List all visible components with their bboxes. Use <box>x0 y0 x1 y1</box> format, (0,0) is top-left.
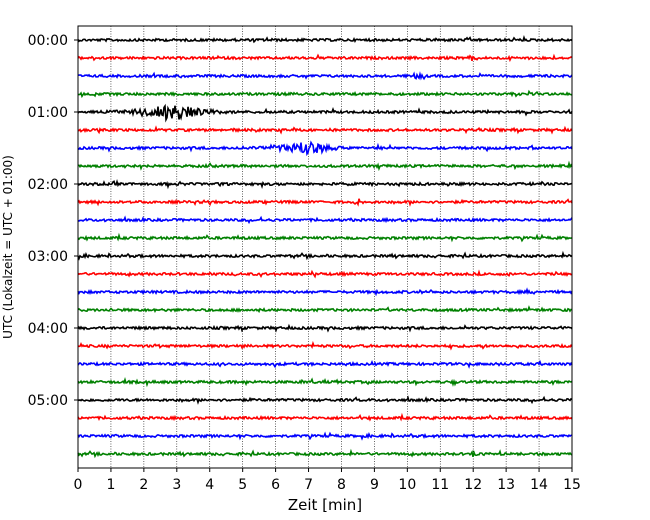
seismogram-trace <box>77 250 573 261</box>
seismogram-trace <box>77 431 573 441</box>
x-tick-label: 2 <box>139 477 148 493</box>
seismogram-trace <box>77 34 573 44</box>
y-tick-label: 03:00 <box>28 249 68 265</box>
x-tick-label: 8 <box>337 477 346 493</box>
seismogram-trace <box>77 198 573 207</box>
x-axis: 0 1 2 3 4 5 6 7 8 9 10 11 12 13 14 15 <box>74 468 581 493</box>
x-tick-label: 12 <box>464 477 482 493</box>
y-tick-label: 05:00 <box>28 393 68 409</box>
y-tick-label: 04:00 <box>28 321 68 337</box>
x-tick-label: 1 <box>106 477 115 493</box>
seismogram-trace <box>77 232 573 243</box>
trace-group <box>77 34 573 459</box>
x-tick-label: 9 <box>370 477 379 493</box>
y-tick-label: 01:00 <box>28 105 68 121</box>
seismogram-trace <box>77 359 573 369</box>
plot-area <box>78 26 572 468</box>
x-tick-label: 6 <box>271 477 280 493</box>
x-axis-label: Zeit [min] <box>288 496 362 514</box>
seismogram-trace <box>77 53 573 63</box>
y-axis: 00:00 01:00 02:00 03:00 04:00 05:00 <box>28 33 78 409</box>
seismogram-trace <box>77 71 573 81</box>
seismogram-trace <box>77 340 573 351</box>
x-tick-label: 0 <box>74 477 83 493</box>
seismogram-trace <box>77 125 573 135</box>
x-tick-label: 11 <box>431 477 449 493</box>
grid <box>110 26 540 468</box>
x-tick-label: 14 <box>530 477 548 493</box>
x-tick-label: 5 <box>238 477 247 493</box>
seismogram-trace <box>77 448 573 459</box>
y-tick-label: 00:00 <box>28 33 68 49</box>
x-tick-label: 4 <box>205 477 214 493</box>
seismogram-trace <box>77 377 573 388</box>
seismogram-trace <box>77 305 573 314</box>
x-tick-label: 10 <box>398 477 416 493</box>
seismogram-trace <box>77 287 573 297</box>
seismogram-trace <box>77 89 573 99</box>
seismogram-trace <box>77 178 573 190</box>
seismogram-trace <box>77 103 573 123</box>
seismogram-trace <box>77 412 573 422</box>
seismogram-trace <box>77 160 573 172</box>
seismogram-trace <box>77 269 573 279</box>
seismogram-trace <box>77 215 573 225</box>
seismogram-trace <box>77 140 573 157</box>
x-tick-label: 3 <box>172 477 181 493</box>
seismogram-trace <box>77 323 573 333</box>
y-axis-label: UTC (Lokalzeit = UTC + 01:00) <box>1 155 15 339</box>
x-tick-label: 15 <box>563 477 581 493</box>
y-tick-label: 02:00 <box>28 177 68 193</box>
seismogram-trace <box>77 395 573 405</box>
plot-frame <box>77 25 573 469</box>
x-tick-label: 7 <box>304 477 313 493</box>
x-tick-label: 13 <box>497 477 515 493</box>
